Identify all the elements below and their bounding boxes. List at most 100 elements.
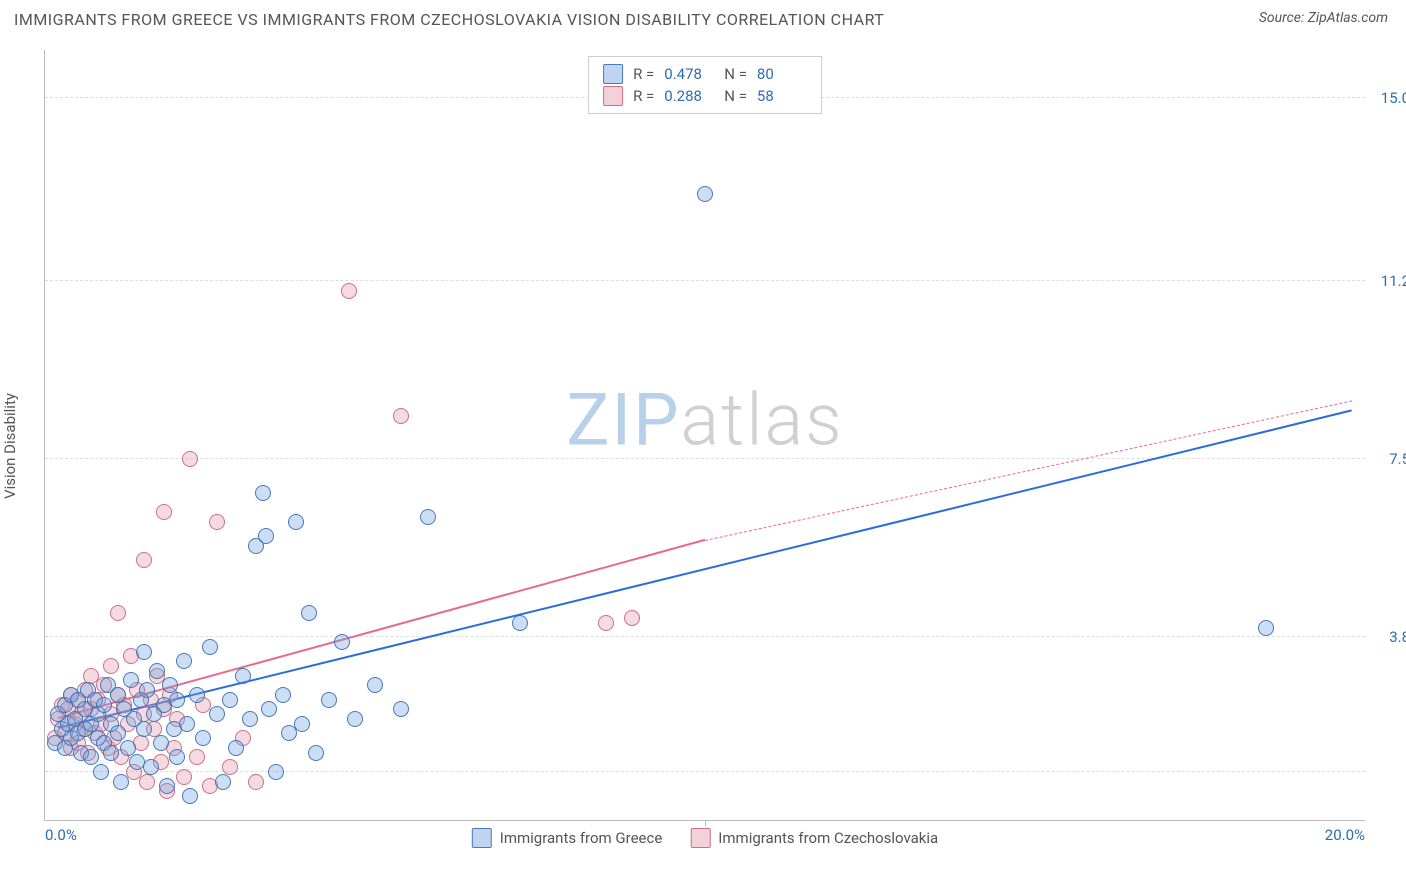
trend-line xyxy=(705,400,1352,541)
scatter-point-greece xyxy=(367,677,383,693)
scatter-point-greece xyxy=(222,692,238,708)
n-value-greece: 80 xyxy=(757,63,807,85)
scatter-point-greece xyxy=(228,740,244,756)
scatter-point-greece xyxy=(110,725,126,741)
scatter-point-greece xyxy=(321,692,337,708)
swatch-greece-icon xyxy=(472,828,492,848)
chart-title: IMMIGRANTS FROM GREECE VS IMMIGRANTS FRO… xyxy=(14,10,884,29)
legend-item-greece: Immigrants from Greece xyxy=(472,828,663,848)
scatter-point-greece xyxy=(235,668,251,684)
r-value-czech: 0.288 xyxy=(664,85,714,107)
n-value-czech: 58 xyxy=(757,85,807,107)
scatter-point-greece xyxy=(258,528,274,544)
scatter-point-greece xyxy=(275,687,291,703)
scatter-point-greece xyxy=(255,485,271,501)
scatter-point-greece xyxy=(288,514,304,530)
legend-item-czech: Immigrants from Czechoslovakia xyxy=(690,828,938,848)
y-tick-label: 7.5% xyxy=(1373,450,1406,468)
scatter-point-czech xyxy=(139,774,155,790)
n-label: N = xyxy=(724,63,747,85)
watermark: ZIPatlas xyxy=(566,377,843,462)
scatter-point-czech xyxy=(393,408,409,424)
swatch-greece-icon xyxy=(603,64,623,84)
scatter-point-greece xyxy=(393,701,409,717)
scatter-point-greece xyxy=(179,716,195,732)
correlation-legend: R = 0.478 N = 80 R = 0.288 N = 58 xyxy=(588,56,822,114)
legend-label-greece: Immigrants from Greece xyxy=(500,829,663,847)
scatter-point-czech xyxy=(110,605,126,621)
scatter-point-greece xyxy=(347,711,363,727)
scatter-point-greece xyxy=(136,721,152,737)
y-tick-label: 11.2% xyxy=(1373,272,1406,290)
swatch-czech-icon xyxy=(603,86,623,106)
r-label: R = xyxy=(633,85,654,107)
series-legend: Immigrants from Greece Immigrants from C… xyxy=(472,828,938,848)
scatter-point-greece xyxy=(176,653,192,669)
gridline xyxy=(45,280,1365,281)
source-attribution: Source: ZipAtlas.com xyxy=(1259,10,1388,26)
y-tick-label: 15.0% xyxy=(1373,89,1406,107)
y-tick-label: 3.8% xyxy=(1373,628,1406,646)
scatter-plot-area: R = 0.478 N = 80 R = 0.288 N = 58 ZIPatl… xyxy=(44,50,1365,821)
scatter-point-greece xyxy=(195,730,211,746)
x-tick-label: 20.0% xyxy=(1325,826,1365,844)
scatter-point-czech xyxy=(103,658,119,674)
scatter-point-greece xyxy=(420,509,436,525)
scatter-point-greece xyxy=(120,740,136,756)
scatter-point-czech xyxy=(136,552,152,568)
scatter-point-greece xyxy=(182,788,198,804)
watermark-part2: atlas xyxy=(681,377,844,462)
watermark-part1: ZIP xyxy=(566,377,680,462)
x-tick-mark xyxy=(705,820,706,826)
scatter-point-greece xyxy=(103,745,119,761)
scatter-point-czech xyxy=(209,514,225,530)
scatter-point-greece xyxy=(215,774,231,790)
scatter-point-czech xyxy=(598,615,614,631)
scatter-point-czech xyxy=(248,774,264,790)
legend-row-greece: R = 0.478 N = 80 xyxy=(603,63,807,85)
legend-row-czech: R = 0.288 N = 58 xyxy=(603,85,807,107)
scatter-point-greece xyxy=(113,774,129,790)
scatter-point-czech xyxy=(176,769,192,785)
scatter-point-greece xyxy=(169,692,185,708)
scatter-point-greece xyxy=(83,749,99,765)
scatter-point-greece xyxy=(697,186,713,202)
r-label: R = xyxy=(633,63,654,85)
r-value-greece: 0.478 xyxy=(664,63,714,85)
scatter-point-greece xyxy=(261,701,277,717)
scatter-point-greece xyxy=(189,687,205,703)
scatter-point-greece xyxy=(209,706,225,722)
scatter-point-greece xyxy=(149,663,165,679)
scatter-point-czech xyxy=(189,749,205,765)
scatter-point-czech xyxy=(341,283,357,299)
scatter-point-greece xyxy=(136,644,152,660)
source-label: Source: xyxy=(1259,10,1304,26)
swatch-czech-icon xyxy=(690,828,710,848)
gridline xyxy=(45,458,1365,459)
scatter-point-czech xyxy=(182,451,198,467)
scatter-point-greece xyxy=(242,711,258,727)
scatter-point-czech xyxy=(624,610,640,626)
scatter-point-greece xyxy=(334,634,350,650)
scatter-point-greece xyxy=(139,682,155,698)
x-tick-label: 0.0% xyxy=(45,826,77,844)
source-value: ZipAtlas.com xyxy=(1308,10,1388,26)
scatter-point-greece xyxy=(294,716,310,732)
legend-label-czech: Immigrants from Czechoslovakia xyxy=(718,829,938,847)
scatter-point-greece xyxy=(153,735,169,751)
y-axis-label: Vision Disability xyxy=(1,393,19,499)
scatter-point-greece xyxy=(159,778,175,794)
scatter-point-czech xyxy=(156,504,172,520)
scatter-point-greece xyxy=(512,615,528,631)
scatter-point-greece xyxy=(143,759,159,775)
scatter-point-greece xyxy=(123,672,139,688)
n-label: N = xyxy=(724,85,747,107)
scatter-point-greece xyxy=(1258,620,1274,636)
gridline xyxy=(45,636,1365,637)
scatter-point-greece xyxy=(308,745,324,761)
gridline xyxy=(45,771,1365,772)
scatter-point-greece xyxy=(202,639,218,655)
scatter-point-greece xyxy=(268,764,284,780)
scatter-point-greece xyxy=(169,749,185,765)
scatter-point-greece xyxy=(93,764,109,780)
